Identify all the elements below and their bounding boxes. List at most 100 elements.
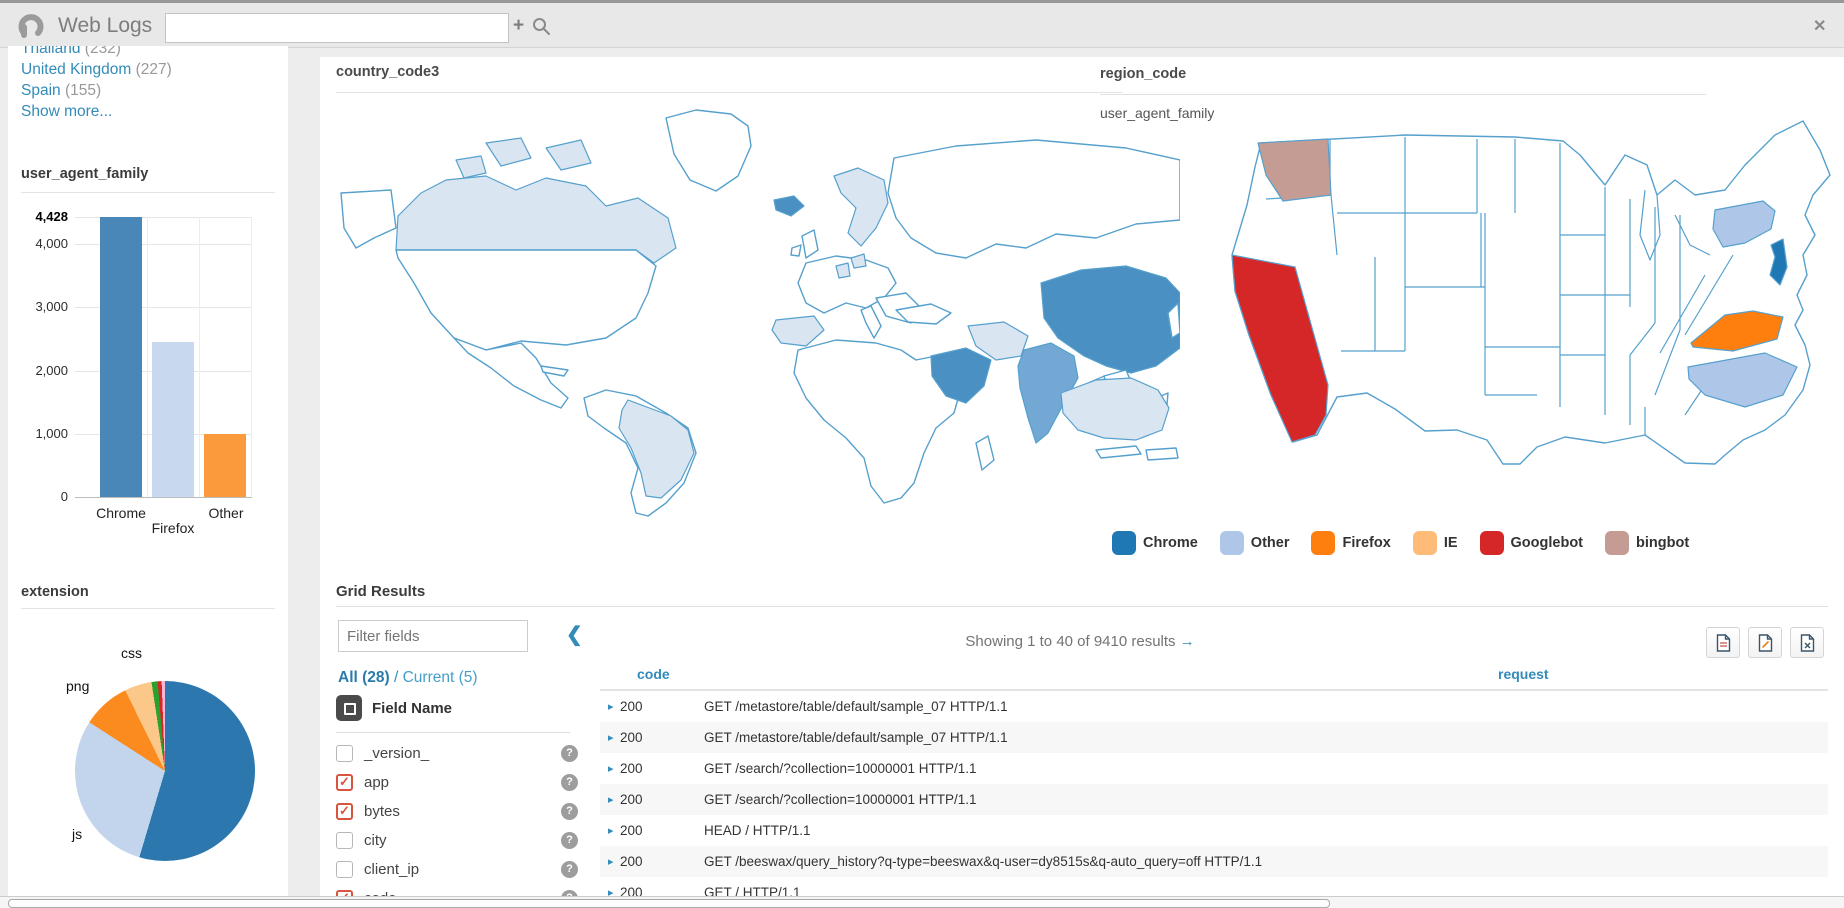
expand-row-icon[interactable]: ▸ — [608, 732, 614, 744]
export-csv-button[interactable] — [1706, 627, 1740, 658]
export-buttons — [1698, 627, 1824, 658]
expand-row-icon[interactable]: ▸ — [608, 701, 614, 713]
help-icon[interactable]: ? — [561, 745, 578, 762]
column-header-request[interactable]: request — [1498, 666, 1549, 682]
country-india[interactable] — [1017, 342, 1079, 444]
field-checkbox[interactable] — [336, 745, 353, 762]
help-icon[interactable]: ? — [561, 803, 578, 820]
field-checkbox[interactable] — [336, 832, 353, 849]
field-checkbox[interactable] — [336, 774, 353, 791]
country-spain[interactable] — [771, 315, 825, 347]
country-iran[interactable] — [967, 321, 1029, 361]
state-washington[interactable] — [1257, 138, 1332, 202]
field-name: bytes — [364, 803, 400, 820]
us-region-map[interactable] — [1085, 95, 1844, 465]
collapse-fields-icon[interactable]: ❮ — [566, 624, 583, 646]
field-name: app — [364, 774, 390, 791]
facet-count: (155) — [64, 82, 102, 99]
cell-code: 200 — [620, 730, 643, 745]
state-new-york[interactable] — [1712, 200, 1776, 248]
expand-row-icon[interactable]: ▸ — [608, 763, 614, 775]
region-scandinavia[interactable] — [833, 167, 889, 247]
country-iceland[interactable] — [773, 195, 805, 217]
pie-label-css: css — [121, 645, 142, 661]
y-tick: 0 — [60, 489, 68, 504]
expand-row-icon[interactable]: ▸ — [608, 856, 614, 868]
divider — [1100, 94, 1706, 95]
state-virginia[interactable] — [1690, 310, 1784, 352]
facet-link-thailand[interactable]: Thailand — [21, 46, 81, 57]
field-row-bytes: bytes ? — [336, 797, 578, 826]
main-panel: country_code3 region_code user_agent_fam… — [320, 57, 1844, 908]
country-italy — [860, 305, 882, 339]
country-saudi-arabia[interactable] — [930, 347, 992, 404]
legend-item: Googlebot — [1479, 531, 1584, 555]
state-california[interactable] — [1231, 254, 1329, 443]
scrollbar-thumb[interactable] — [8, 899, 1330, 908]
state-north-carolina[interactable] — [1687, 352, 1798, 408]
export-xls-button[interactable] — [1790, 627, 1824, 658]
extension-pie[interactable] — [75, 681, 255, 861]
country-china[interactable] — [1040, 265, 1180, 374]
search-icon[interactable] — [531, 16, 551, 36]
field-checkbox[interactable] — [336, 861, 353, 878]
legend-label: bingbot — [1636, 535, 1690, 551]
field-row-version: _version_ ? — [336, 739, 578, 768]
region-caribbean — [540, 365, 569, 377]
horizontal-scrollbar — [0, 896, 1844, 908]
hue-logo-icon[interactable] — [16, 13, 46, 43]
world-map-title: country_code3 — [336, 64, 440, 80]
field-filter-tabs: All (28) / Current (5) — [338, 669, 478, 687]
legend-item: Firefox — [1311, 531, 1391, 555]
search-input[interactable] — [165, 13, 509, 43]
next-page-icon[interactable]: → — [1179, 633, 1195, 650]
field-name: client_ip — [364, 861, 420, 878]
cell-request: GET /search/?collection=10000001 HTTP/1.… — [704, 792, 977, 807]
expand-row-icon[interactable]: ▸ — [608, 794, 614, 806]
extension-pie-chart: css png js — [8, 642, 288, 908]
results-rows: ▸ 200 GET /metastore/table/default/sampl… — [600, 691, 1828, 908]
facet-count: (232) — [84, 46, 121, 57]
field-checkbox[interactable] — [336, 803, 353, 820]
country-netherlands — [850, 253, 867, 269]
legend-label: Googlebot — [1510, 535, 1584, 551]
current-fields-link[interactable]: Current (5) — [402, 669, 478, 686]
facet-link-united-kingdom[interactable]: United Kingdom — [21, 61, 132, 78]
select-all-checkbox[interactable] — [336, 695, 362, 721]
add-facet-icon[interactable]: + — [513, 15, 525, 36]
help-icon[interactable]: ? — [561, 774, 578, 791]
field-name: _version_ — [364, 745, 430, 762]
bar-chrome[interactable] — [100, 217, 142, 497]
show-more-link[interactable]: Show more... — [21, 103, 113, 120]
help-icon[interactable]: ? — [561, 832, 578, 849]
app-title: Web Logs — [58, 14, 153, 37]
country-greenland — [665, 109, 752, 192]
table-row: ▸ 200 GET /search/?collection=10000001 H… — [600, 784, 1828, 815]
column-header-code[interactable]: code — [637, 666, 670, 682]
bar-firefox[interactable] — [152, 342, 194, 497]
country-australia[interactable] — [1060, 377, 1170, 441]
results-count-text: Showing 1 to 40 of 9410 results — [965, 633, 1176, 650]
facet-list: Thailand (232) United Kingdom (227) Spai… — [21, 46, 172, 122]
arctic-island — [455, 155, 487, 179]
country-japan — [1167, 302, 1180, 339]
facet-link-spain[interactable]: Spain — [21, 82, 61, 99]
cell-request: GET /search/?collection=10000001 HTTP/1.… — [704, 761, 977, 776]
facet-item: Thailand (232) — [21, 46, 172, 59]
expand-row-icon[interactable]: ▸ — [608, 887, 614, 899]
all-fields-link[interactable]: All (28) — [338, 669, 390, 686]
filter-fields-input[interactable] — [338, 620, 528, 652]
export-pdf-button[interactable] — [1748, 627, 1782, 658]
world-map[interactable] — [336, 98, 1180, 523]
country-brazil[interactable] — [618, 399, 695, 499]
bar-other[interactable] — [204, 434, 246, 497]
help-icon[interactable]: ? — [561, 861, 578, 878]
close-icon[interactable]: ✕ — [1813, 18, 1827, 35]
arctic-island — [485, 137, 532, 167]
table-row: ▸ 200 GET /beeswax/query_history?q-type=… — [600, 846, 1828, 877]
legend-label: Firefox — [1342, 535, 1391, 551]
gridline — [147, 217, 148, 497]
state-new-jersey[interactable] — [1769, 238, 1788, 286]
x-label: Firefox — [151, 520, 195, 536]
expand-row-icon[interactable]: ▸ — [608, 825, 614, 837]
